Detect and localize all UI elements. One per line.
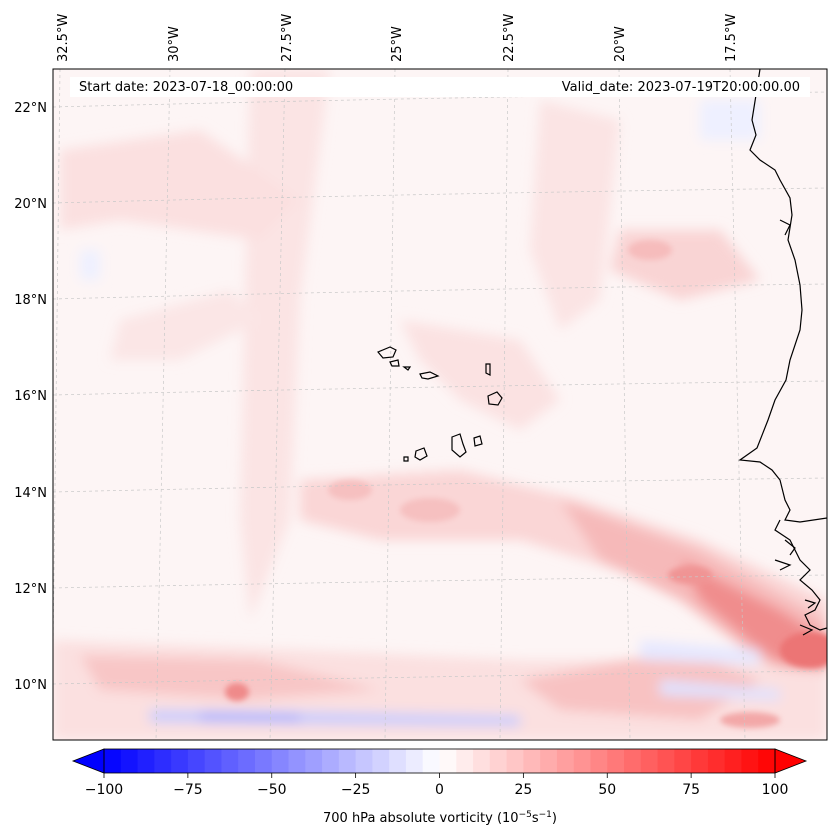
colorbar-swatch: [154, 749, 172, 773]
lat-label-10n: 10°N: [14, 678, 47, 693]
lat-label-14n: 14°N: [14, 486, 47, 501]
colorbar-swatch: [305, 749, 323, 773]
lon-label-25w: 25°W: [390, 26, 405, 62]
colorbar-swatch: [422, 749, 441, 773]
colorbar-tick-label: 100: [762, 782, 789, 798]
colorbar-ticks: −100 −75 −50 −25 0 25 50 75 100: [85, 773, 789, 798]
island-maio: [473, 435, 483, 447]
colorbar-swatch: [590, 749, 608, 773]
island-sal: [485, 363, 491, 376]
colorbar-swatch: [758, 749, 776, 773]
colorbar-swatches: [104, 749, 776, 773]
colorbar-swatch: [724, 749, 743, 773]
colorbar-swatch: [657, 749, 675, 773]
colorbar-swatch: [691, 749, 709, 773]
island-brava: [403, 456, 409, 462]
colorbar-swatch: [556, 749, 575, 773]
lat-label-20n: 20°N: [14, 197, 47, 212]
lon-label-20w: 20°W: [613, 26, 628, 62]
lat-label-18n: 18°N: [14, 293, 47, 308]
colorbar-tick-label: 0: [435, 782, 444, 798]
lon-label-27-5w: 27.5°W: [280, 14, 295, 62]
colorbar-swatch: [573, 749, 592, 773]
cape-verde-islands: [377, 346, 503, 462]
colorbar-swatch: [372, 749, 390, 773]
colorbar-swatch: [204, 749, 223, 773]
lat-label-22n: 22°N: [14, 101, 47, 116]
colorbar-label-exp1: −5: [519, 810, 532, 820]
colorbar-swatch: [288, 749, 306, 773]
island-sao-nicolau: [419, 371, 440, 380]
colorbar-swatch: [322, 749, 340, 773]
colorbar-label-mid: s: [532, 811, 539, 826]
colorbar-label: 700 hPa absolute vorticity (10−5s−1): [323, 810, 557, 826]
colorbar-swatch: [741, 749, 759, 773]
colorbar-extend-high: [774, 748, 808, 774]
longitude-labels: 32.5°W 30°W 27.5°W 25°W 22.5°W 20°W 17.5…: [56, 14, 739, 62]
colorbar-swatch: [120, 749, 139, 773]
map-frame: [52, 68, 828, 741]
island-santo-antao: [377, 346, 397, 359]
colorbar-extend-low: [71, 748, 105, 774]
colorbar-swatch: [624, 749, 642, 773]
map-panel: Start date: 2023-07-18_00:00:00 Valid_da…: [53, 69, 827, 740]
colorbar-swatch: [707, 749, 726, 773]
colorbar-swatch: [489, 749, 508, 773]
lon-label-30w: 30°W: [167, 26, 182, 62]
island-fogo: [414, 447, 428, 461]
colorbar-swatch: [439, 749, 457, 773]
colorbar-label-exp2: −1: [539, 810, 552, 820]
colorbar-swatch: [473, 749, 491, 773]
africa-coastline: [738, 69, 827, 523]
colorbar-swatch: [456, 749, 474, 773]
colorbar-swatch: [171, 749, 189, 773]
lon-label-17-5w: 17.5°W: [724, 14, 739, 62]
island-santa-luzia: [402, 366, 412, 371]
colorbar-tick-label: −100: [85, 782, 123, 798]
colorbar-swatch: [104, 749, 122, 773]
colorbar-swatch: [389, 749, 407, 773]
colorbar-swatch: [523, 749, 541, 773]
island-boa-vista: [487, 391, 503, 406]
start-date-label: Start date: 2023-07-18_00:00:00: [79, 80, 293, 95]
valid-date-label: Valid_date: 2023-07-19T20:00:00.00: [562, 80, 800, 95]
colorbar-tick-label: 50: [598, 782, 616, 798]
colorbar-label-end: ): [552, 811, 557, 826]
colorbar-tick-label: −50: [257, 782, 287, 798]
island-santiago: [451, 433, 467, 458]
colorbar-swatch: [540, 749, 558, 773]
colorbar-swatch: [221, 749, 239, 773]
colorbar-swatch: [187, 749, 206, 773]
colorbar-swatch: [506, 749, 524, 773]
colorbar-swatch: [355, 749, 374, 773]
colorbar-swatch: [338, 749, 357, 773]
lat-label-12n: 12°N: [14, 582, 47, 597]
colorbar-label-main: 700 hPa absolute vorticity (10: [323, 811, 519, 826]
island-sao-vicente: [389, 359, 400, 367]
colorbar-tick-label: 75: [682, 782, 700, 798]
vorticity-maxima: [225, 240, 827, 728]
colorbar-swatch: [674, 749, 692, 773]
colorbar-swatch: [238, 749, 256, 773]
latitude-labels: 22°N 20°N 18°N 16°N 14°N 12°N 10°N: [14, 101, 47, 693]
colorbar-swatch: [640, 749, 659, 773]
header-strip: [70, 77, 810, 97]
colorbar-swatch: [137, 749, 155, 773]
colorbar: −100 −75 −50 −25 0 25 50 75 100 700 hPa absolute…: [71, 748, 808, 826]
coastline: [738, 69, 827, 636]
colorbar-swatch: [405, 749, 424, 773]
colorbar-swatch: [254, 749, 273, 773]
lon-label-22-5w: 22.5°W: [502, 14, 517, 62]
lat-label-16n: 16°N: [14, 389, 47, 404]
colorbar-tick-label: −25: [341, 782, 371, 798]
colorbar-tick-label: −75: [173, 782, 203, 798]
lon-label-32-5w: 32.5°W: [56, 14, 71, 62]
colorbar-swatch: [607, 749, 625, 773]
colorbar-tick-label: 25: [514, 782, 532, 798]
colorbar-swatch: [271, 749, 290, 773]
